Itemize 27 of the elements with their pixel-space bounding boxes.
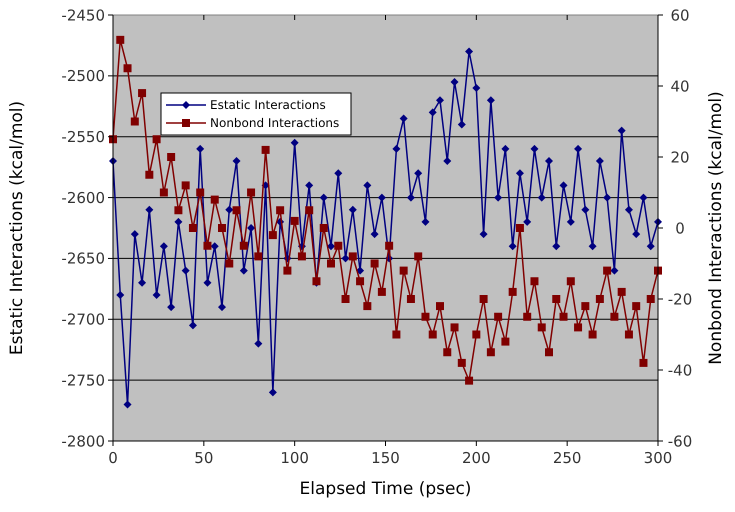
x-tick-label: 150 — [371, 449, 400, 467]
y-tick-label: -2650 — [61, 250, 105, 268]
x-tick-label: 50 — [194, 449, 214, 467]
y2-tick-label: 20 — [670, 148, 690, 166]
y2-tick-label: 40 — [670, 77, 690, 96]
legend-label: Nonbond Interactions — [210, 116, 340, 130]
x-tick-label: 250 — [552, 449, 582, 467]
y2-tick-label: 0 — [675, 219, 685, 238]
y-tick-label: -2600 — [61, 188, 105, 207]
x-tick-label: 0 — [108, 449, 118, 467]
y2-axis-title: Nonbond Interactions (kcal/mol) — [706, 91, 726, 365]
x-axis-title: Elapsed Time (psec) — [300, 479, 472, 499]
y-tick-label: -2450 — [61, 6, 105, 24]
x-tick-label: 200 — [462, 449, 491, 467]
y2-tick-label: -20 — [668, 290, 692, 308]
y2-tick-label: 60 — [670, 6, 690, 24]
x-tick-label: 300 — [644, 449, 672, 467]
y-tick-label: -2750 — [61, 371, 105, 390]
y-axis-title: Estatic Interactions (kcal/mol) — [7, 100, 27, 356]
y2-tick-label: -60 — [668, 432, 692, 450]
y-tick-label: -2800 — [61, 432, 105, 450]
y-tick-label: -2700 — [61, 310, 105, 329]
y-tick-label: -2550 — [61, 128, 105, 146]
legend-label: Estatic Interactions — [210, 98, 326, 112]
y-tick-label: -2500 — [61, 67, 105, 86]
y2-tick-label: -40 — [668, 361, 692, 380]
x-tick-label: 100 — [280, 449, 309, 467]
